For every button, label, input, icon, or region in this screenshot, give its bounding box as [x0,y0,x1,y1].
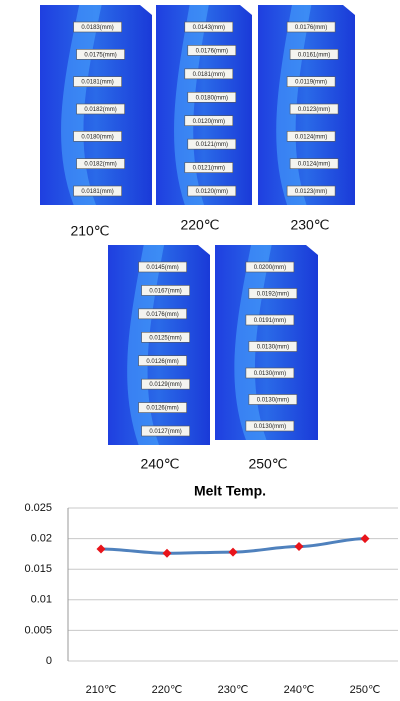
x-tick-label: 210℃ [86,684,117,696]
measure-label: 0.0182(mm) [84,107,116,113]
measure-label: 0.0143(mm) [193,25,225,31]
measure-label: 0.0120(mm) [196,189,228,195]
measure-label: 0.0182(mm) [84,162,116,168]
data-point [163,549,172,558]
measure-label: 0.0129(mm) [149,382,181,388]
measure-label: 0.0191(mm) [254,318,286,324]
measure-label: 0.0180(mm) [81,134,113,140]
x-tick-label: 250℃ [350,684,381,696]
x-tick-label: 220℃ [152,684,183,696]
panel-image [156,5,252,205]
panel-label: 250℃ [248,456,287,472]
figure: Melt Temp. 0.0183(mm) 0.0175(mm) 0.0181(mm… [0,0,400,701]
data-point [295,542,304,551]
measure-label: 0.0126(mm) [146,406,178,412]
measure-label: 0.0127(mm) [149,429,181,435]
y-tick-label: 0.01 [31,594,52,606]
measure-label: 0.0145(mm) [146,265,178,271]
y-tick-label: 0.025 [24,502,52,514]
measure-label: 0.0130(mm) [254,424,286,430]
measure-label: 0.0175(mm) [84,52,116,58]
x-tick-label: 230℃ [218,684,249,696]
sim-panel: 0.0176(mm) 0.0161(mm) 0.0119(mm) 0.0123(mm)… [258,5,355,205]
sim-panel: 0.0183(mm) 0.0175(mm) 0.0181(mm) 0.0182(mm)… [40,5,152,205]
y-tick-label: 0.015 [24,563,52,575]
measure-label: 0.0181(mm) [81,189,113,195]
measure-label: 0.0130(mm) [257,398,289,404]
measure-label: 0.0176(mm) [295,25,327,31]
panel-label: 210℃ [70,223,109,239]
data-point [229,548,238,557]
data-point [361,534,370,543]
y-tick-label: 0 [46,655,52,667]
measure-label: 0.0167(mm) [149,289,181,295]
x-tick-label: 240℃ [284,684,315,696]
measure-label: 0.0121(mm) [193,166,225,172]
measure-label: 0.0180(mm) [196,95,228,101]
sim-panel: 0.0143(mm) 0.0176(mm) 0.0181(mm) 0.0180(mm)… [156,5,252,205]
sim-panel: 0.0200(mm) 0.0192(mm) 0.0191(mm) 0.0130(mm)… [215,245,318,440]
measure-label: 0.0126(mm) [146,359,178,365]
measure-label: 0.0119(mm) [295,80,327,86]
measure-label: 0.0123(mm) [295,189,327,195]
data-point [97,545,106,554]
measure-label: 0.0161(mm) [298,52,330,58]
panel-image [108,245,210,445]
panel-label: 230℃ [290,217,329,233]
y-tick-label: 0.02 [31,533,52,545]
measure-label: 0.0200(mm) [254,265,286,271]
sim-panel: 0.0145(mm) 0.0167(mm) 0.0176(mm) 0.0125(mm)… [108,245,210,445]
measure-label: 0.0176(mm) [196,49,228,55]
measure-label: 0.0124(mm) [298,162,330,168]
measure-label: 0.0121(mm) [196,142,228,148]
chart-title: Melt Temp. [194,483,266,499]
panel-label: 220℃ [180,217,219,233]
measure-label: 0.0130(mm) [257,345,289,351]
measure-label: 0.0124(mm) [295,134,327,140]
measure-label: 0.0183(mm) [81,25,113,31]
measure-label: 0.0120(mm) [193,119,225,125]
measure-label: 0.0176(mm) [146,312,178,318]
y-tick-label: 0.005 [24,624,52,636]
measure-label: 0.0181(mm) [193,72,225,78]
measure-label: 0.0192(mm) [257,292,289,298]
panel-label: 240℃ [140,456,179,472]
measure-label: 0.0123(mm) [298,107,330,113]
measure-label: 0.0125(mm) [149,335,181,341]
measure-label: 0.0130(mm) [254,371,286,377]
measure-label: 0.0181(mm) [81,80,113,86]
